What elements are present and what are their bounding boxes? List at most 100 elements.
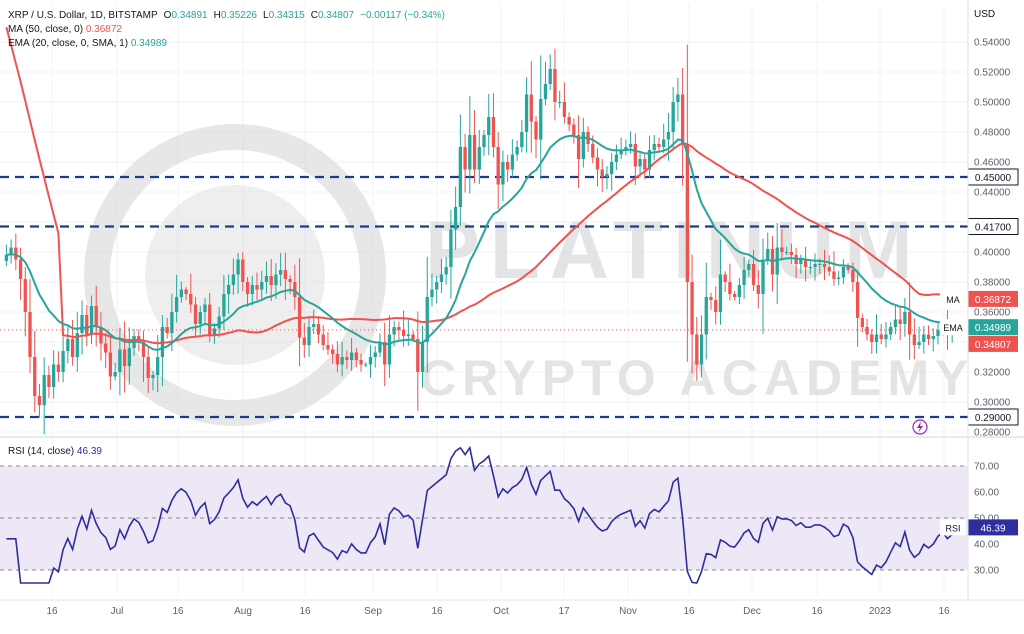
candle-body bbox=[184, 289, 188, 294]
candle-body bbox=[865, 327, 869, 335]
candle-body bbox=[9, 247, 13, 255]
candle-body bbox=[676, 94, 680, 102]
candle-body bbox=[302, 337, 306, 345]
rsi-badge bbox=[968, 519, 1018, 536]
candle-body bbox=[922, 334, 926, 342]
candle-body bbox=[728, 282, 732, 294]
candle-body bbox=[610, 162, 614, 174]
candle-body bbox=[449, 229, 453, 267]
candle-body bbox=[231, 274, 236, 285]
time-tick-label: 16 bbox=[938, 606, 950, 617]
low-label: L bbox=[263, 10, 269, 21]
candle-body bbox=[534, 121, 538, 140]
candle-body bbox=[61, 351, 65, 372]
candle-body bbox=[264, 276, 269, 282]
price-tick-label: 0.40000 bbox=[974, 248, 1011, 259]
candle-body bbox=[685, 144, 690, 282]
candle-body bbox=[383, 342, 387, 365]
candle-body bbox=[912, 334, 916, 345]
candle-body bbox=[463, 147, 467, 170]
candle-body bbox=[657, 144, 661, 147]
candle-body bbox=[879, 334, 883, 339]
candle-body bbox=[397, 327, 401, 330]
candle-body bbox=[425, 297, 429, 342]
candle-body bbox=[723, 274, 727, 282]
candle-body bbox=[709, 297, 713, 300]
candle-body bbox=[789, 252, 794, 255]
candle-body bbox=[156, 357, 160, 375]
candle-body bbox=[870, 334, 874, 342]
candle-body bbox=[439, 274, 444, 282]
level-badge-label: 0.29000 bbox=[975, 413, 1012, 424]
level-badge-label: 0.45000 bbox=[975, 173, 1012, 184]
candle-body bbox=[151, 375, 155, 378]
candle-body bbox=[66, 339, 70, 351]
candle-body bbox=[751, 264, 756, 285]
candle-body bbox=[52, 364, 56, 387]
candle-body bbox=[501, 162, 505, 185]
candle-body bbox=[747, 264, 751, 270]
legend-ema[interactable]: EMA (20, close, 0, SMA, 1) 0.34989 bbox=[8, 37, 167, 50]
candle-body bbox=[855, 282, 860, 318]
price-tick-label: 0.44000 bbox=[974, 188, 1011, 199]
rsi-tick-label: 30.00 bbox=[974, 566, 999, 577]
currency-label: USD bbox=[974, 9, 995, 20]
candle-body bbox=[775, 247, 779, 275]
candle-body bbox=[624, 147, 628, 150]
candle-body bbox=[841, 267, 846, 278]
candle-body bbox=[619, 150, 623, 155]
time-tick-label: Aug bbox=[234, 606, 252, 617]
price-tick-label: 0.50000 bbox=[974, 98, 1011, 109]
candle-body bbox=[496, 147, 500, 185]
candle-body bbox=[33, 357, 37, 396]
candle-body bbox=[70, 339, 75, 357]
candle-body bbox=[851, 270, 855, 282]
candle-body bbox=[907, 312, 912, 335]
candle-body bbox=[283, 270, 288, 279]
candle-body bbox=[695, 334, 699, 365]
legend-ma[interactable]: MA (50, close, 0) 0.36872 bbox=[8, 23, 122, 36]
candle-body bbox=[260, 282, 264, 290]
candle-body bbox=[212, 328, 217, 335]
time-tick-label: 16 bbox=[683, 606, 695, 617]
rsi-value: 46.39 bbox=[76, 446, 102, 457]
badge-tag-bg bbox=[940, 319, 966, 336]
price-badge bbox=[968, 335, 1018, 352]
ma-line bbox=[5, 27, 962, 345]
time-tick-label: 16 bbox=[431, 606, 443, 617]
price-tick-label: 0.32000 bbox=[974, 368, 1011, 379]
ema-line bbox=[6, 134, 962, 352]
price-tick-label: 0.28000 bbox=[974, 428, 1011, 439]
candle-body bbox=[274, 274, 278, 285]
rsi-badge-label: 46.39 bbox=[980, 523, 1005, 534]
high-value: 0.35226 bbox=[220, 10, 257, 21]
candle-body bbox=[766, 249, 770, 260]
open-label: O bbox=[163, 10, 172, 21]
logo-ring bbox=[84, 124, 386, 426]
candle-body bbox=[316, 324, 321, 335]
candle-body bbox=[217, 316, 221, 329]
candle-body bbox=[293, 282, 297, 297]
symbol-title[interactable]: XRP / U.S. Dollar, 1D, BITSTAMP bbox=[8, 10, 158, 21]
candle-body bbox=[524, 94, 529, 132]
candle-body bbox=[345, 357, 349, 360]
time-tick-label: Nov bbox=[619, 606, 637, 617]
legend-ohlc: XRP / U.S. Dollar, 1D, BITSTAMP O0.34891… bbox=[8, 9, 445, 22]
candle-body bbox=[307, 327, 311, 345]
candle-body bbox=[482, 135, 486, 147]
candle-body bbox=[250, 285, 254, 294]
candle-body bbox=[321, 334, 325, 345]
time-tick-label: Jul bbox=[111, 606, 124, 617]
candle-body bbox=[539, 99, 543, 140]
candle-body bbox=[562, 102, 567, 117]
candle-body bbox=[600, 169, 604, 177]
ma-label: MA (50, close, 0) bbox=[8, 24, 84, 35]
candle-body bbox=[472, 135, 477, 170]
candle-body bbox=[4, 255, 9, 261]
close-label: C bbox=[310, 10, 318, 21]
close-value: 0.34807 bbox=[317, 10, 355, 21]
legend-rsi[interactable]: RSI (14, close) 46.39 bbox=[8, 445, 102, 458]
candle-body bbox=[122, 349, 127, 366]
candle-body bbox=[288, 279, 292, 282]
